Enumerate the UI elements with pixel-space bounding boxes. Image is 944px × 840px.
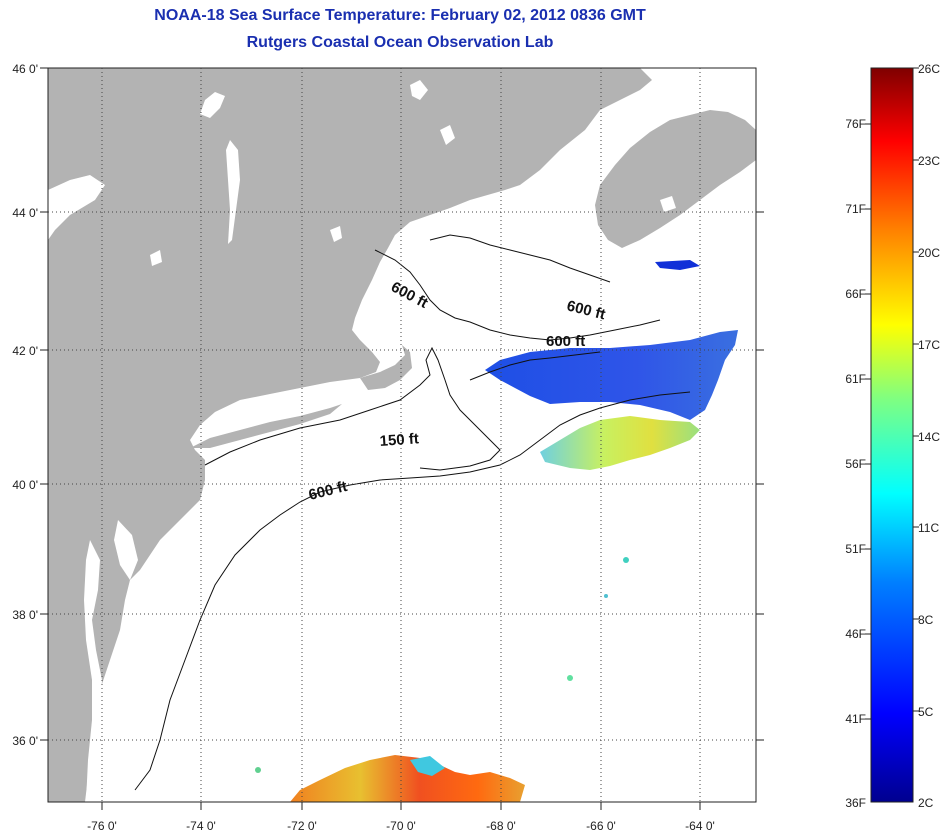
contour-label-600ft-3: 600 ft <box>546 333 585 350</box>
map-title: NOAA-18 Sea Surface Temperature: Februar… <box>154 7 646 24</box>
lat-label-44: 44 0' <box>12 206 38 220</box>
contour-150ft <box>204 346 501 471</box>
lat-label-38: 38 0' <box>12 608 38 622</box>
lon-label-66: -66 0' <box>586 819 616 833</box>
contour-gulf-of-maine-1 <box>374 249 661 341</box>
colorbar: 76F 71F 66F 61F 56F 51F 46F 41F 36F 26C … <box>845 62 940 810</box>
contour-georges <box>469 351 601 381</box>
chesapeake-bay <box>84 540 102 802</box>
sst-speck-1 <box>623 557 629 563</box>
cb-f-66: 66F <box>845 287 866 301</box>
lat-label-36: 36 0' <box>12 734 38 748</box>
cb-c-26: 26C <box>918 62 940 76</box>
map-subtitle: Rutgers Coastal Ocean Observation Lab <box>246 34 554 51</box>
lake-ontario <box>48 175 105 240</box>
sst-cold-strip <box>655 260 700 270</box>
lon-label-64: -64 0' <box>685 819 715 833</box>
cb-f-36: 36F <box>845 796 866 810</box>
lat-label-42: 42 0' <box>12 344 38 358</box>
lake-1 <box>200 92 225 118</box>
lat-label-46: 46 0' <box>12 62 38 76</box>
cb-c-8: 8C <box>918 613 934 627</box>
cb-f-51: 51F <box>845 542 866 556</box>
contour-600ft <box>134 391 691 791</box>
cb-c-11: 11C <box>918 521 939 535</box>
sst-warm-front <box>540 416 700 470</box>
sst-speck-2 <box>567 675 573 681</box>
lake-6 <box>660 196 676 212</box>
cb-c-17: 17C <box>918 338 940 352</box>
lon-label-76: -76 0' <box>87 819 117 833</box>
cb-f-46: 46F <box>845 627 866 641</box>
tick-marks <box>40 67 764 810</box>
cb-f-76: 76F <box>845 117 866 131</box>
land-nova-scotia <box>595 110 756 248</box>
cb-c-2: 2C <box>918 796 934 810</box>
sst-speck-3 <box>255 767 261 773</box>
land-long-island <box>190 404 342 448</box>
cb-c-5: 5C <box>918 705 934 719</box>
lon-label-68: -68 0' <box>486 819 516 833</box>
land-mainland <box>48 68 652 802</box>
bathymetry-contours <box>134 234 691 791</box>
cb-f-61: 61F <box>845 372 866 386</box>
delaware-bay <box>114 520 138 580</box>
lon-label-74: -74 0' <box>186 819 216 833</box>
lake-4 <box>330 226 342 242</box>
colorbar-gradient <box>870 67 914 803</box>
lon-label-72: -72 0' <box>287 819 317 833</box>
contour-gulf-of-maine-2 <box>429 234 611 283</box>
lat-label-40: 40 0' <box>12 478 38 492</box>
cb-f-56: 56F <box>845 457 866 471</box>
lake-3 <box>440 125 455 145</box>
cb-c-23: 23C <box>918 154 940 168</box>
lake-champlain <box>226 140 240 244</box>
land-cape-cod <box>360 345 412 390</box>
cb-c-14: 14C <box>918 430 940 444</box>
map-area <box>48 68 756 802</box>
cb-f-71: 71F <box>845 202 866 216</box>
map-frame <box>47 67 757 803</box>
contour-label-150ft: 150 ft <box>379 430 419 450</box>
sst-south-cool <box>410 756 445 776</box>
lake-5 <box>150 250 162 266</box>
cb-f-41: 41F <box>845 712 866 726</box>
sst-speck-4 <box>604 594 608 598</box>
lake-2 <box>410 80 428 100</box>
lon-label-70: -70 0' <box>386 819 416 833</box>
cb-c-20: 20C <box>918 246 940 260</box>
sst-cold-band <box>485 330 738 420</box>
sst-south-patch <box>290 755 525 802</box>
